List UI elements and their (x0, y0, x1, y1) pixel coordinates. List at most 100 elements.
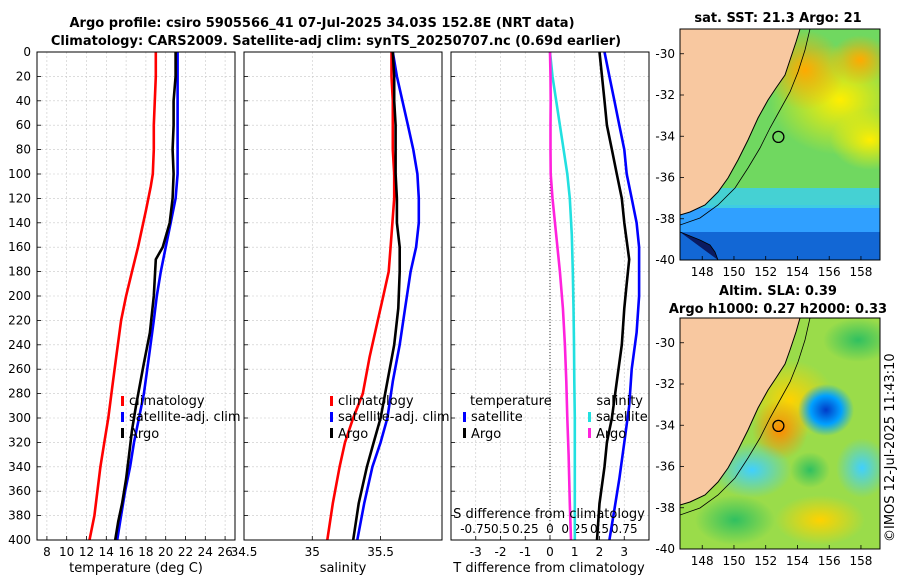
depth-tick-label: 240 (8, 338, 31, 352)
depth-tick-label: 120 (8, 191, 31, 205)
legend-label-satellite: satellite-adj. clim (338, 410, 450, 425)
temperature-tick-labels: 8 10 12 14 16 18 20 22 24 26 (43, 545, 233, 559)
map-lon-label: 150 (723, 554, 746, 568)
land-mass (680, 29, 800, 215)
sla-map-title: Altim. SLA: 0.39 (719, 284, 837, 299)
x-tick-label: 12 (79, 545, 94, 559)
map-lat-label: -38 (655, 501, 675, 515)
depth-tick-label: 80 (16, 143, 31, 157)
t-difference-xlabel: T difference from climatology (452, 561, 645, 576)
imos-watermark: ©IMOS 12-Jul-2025 11:43:10 (883, 353, 898, 542)
argo-location-marker (772, 130, 785, 144)
sst-map-title: sat. SST: 21.3 Argo: 21 (694, 11, 861, 26)
x-tick-label: 26 (217, 545, 232, 559)
x-tick-label: -3 (470, 545, 482, 559)
legend-swatch-climatology (121, 396, 124, 406)
s-difference-label: S difference from climatology (453, 507, 645, 522)
salinity-tick-labels: 34.5 35 35.5 (231, 545, 394, 559)
map-lon-label: 150 (723, 265, 746, 279)
s-tick-label: 0.5 (491, 522, 510, 536)
map-lat-label: -40 (655, 542, 675, 556)
x-tick-label: 20 (158, 545, 173, 559)
x-tick-label: 18 (138, 545, 153, 559)
figure-title-line1: Argo profile: csiro 5905566_41 07-Jul-20… (69, 16, 574, 31)
map-lat-label: -36 (655, 460, 675, 474)
sla-cyan-patch (836, 438, 880, 498)
s-tick-label: 0.5 (590, 522, 609, 536)
x-tick-label: 35 (305, 545, 320, 559)
depth-tick-label: 100 (8, 167, 31, 181)
salinity-difference-tick-labels: -0.75 0.5 0.25 0 0.25 0.5 0.75 (460, 522, 637, 536)
legend-label-satellite: satellite-adj. clim (129, 410, 241, 425)
isobath-line (680, 318, 811, 516)
x-tick-label: 22 (178, 545, 193, 559)
sla-green-patch (695, 495, 775, 545)
legend-swatch-satellite (330, 412, 333, 422)
legend-swatch-s-argo (588, 428, 591, 438)
map-lon-label: 156 (818, 265, 841, 279)
legend-swatch-satellite (121, 412, 124, 422)
x-tick-label: 10 (59, 545, 74, 559)
x-tick-label: 2 (596, 545, 604, 559)
sst-map: sat. SST: 21.3 Argo: 21 148 150 152 154 156 1… (655, 11, 881, 279)
depth-tick-label: 280 (8, 387, 31, 401)
s-tick-label: -0.75 (460, 522, 491, 536)
temperature-legend: climatology satellite-adj. clim Argo (121, 394, 241, 442)
depth-tick-label: 300 (8, 411, 31, 425)
legend-swatch-s-satellite (588, 412, 591, 422)
temperature-axes-frame (36, 51, 236, 541)
sla-low-eddy (798, 384, 854, 436)
map-lon-label: 158 (849, 265, 872, 279)
s-tick-label: 0.25 (512, 522, 539, 536)
depth-tick-label: 0 (23, 45, 31, 59)
depth-tick-label: 260 (8, 362, 31, 376)
difference-lines (548, 52, 641, 540)
legend-title-temperature: temperature (470, 394, 552, 409)
series-line-s-satellite (548, 52, 577, 540)
salinity-panel: 34.5 35 35.5 salinity climatology satellit… (231, 51, 450, 576)
sst-orange-patch (830, 35, 880, 85)
series-line-climatology (326, 52, 396, 540)
series-line-argo (113, 52, 177, 540)
depth-tick-label: 160 (8, 240, 31, 254)
sla-green-patch (823, 318, 880, 362)
depth-tick-label: 360 (8, 484, 31, 498)
coastline (680, 318, 801, 506)
legend-label-t-satellite: satellite (471, 410, 523, 425)
legend-swatch-argo (121, 428, 124, 438)
argo-location-marker (772, 419, 785, 433)
legend-swatch-climatology (330, 396, 333, 406)
map-lon-label: 156 (818, 554, 841, 568)
x-tick-label: 24 (198, 545, 213, 559)
depth-tick-labels: 0 20 40 60 80 100 120 140 160 180 200 220 240 260 280 3… (8, 45, 31, 547)
legend-swatch-t-satellite (463, 412, 466, 422)
depth-tick-label: 40 (16, 94, 31, 108)
depth-tick-label: 200 (8, 289, 31, 303)
legend-title-salinity: salinity (596, 394, 643, 409)
s-tick-label: 0.75 (611, 522, 638, 536)
difference-axes-frame (450, 51, 650, 541)
depth-tick-label: 140 (8, 216, 31, 230)
sla-yellow-patch (775, 495, 865, 545)
sst-field (680, 29, 880, 260)
difference-legend: temperature satellite Argo salinity sate… (463, 394, 648, 442)
depth-tick-label: 20 (16, 69, 31, 83)
map-lat-label: -34 (655, 129, 675, 143)
salinity-xlabel: salinity (320, 561, 367, 576)
map-lon-label: 148 (691, 265, 714, 279)
legend-label-argo: Argo (338, 427, 368, 442)
x-tick-label: 16 (118, 545, 133, 559)
map-lat-label: -32 (655, 88, 675, 102)
legend-label-climatology: climatology (338, 394, 414, 409)
land-mass (680, 318, 800, 505)
x-tick-label: -2 (495, 545, 507, 559)
series-line-s-argo (548, 52, 573, 540)
map-lon-label: 152 (754, 265, 777, 279)
depth-tick-label: 180 (8, 265, 31, 279)
depth-tick-label: 60 (16, 118, 31, 132)
map-lon-label: 152 (754, 554, 777, 568)
sla-map-frame (679, 317, 881, 550)
series-line-argo (351, 52, 402, 540)
map-lat-label: -32 (655, 377, 675, 391)
